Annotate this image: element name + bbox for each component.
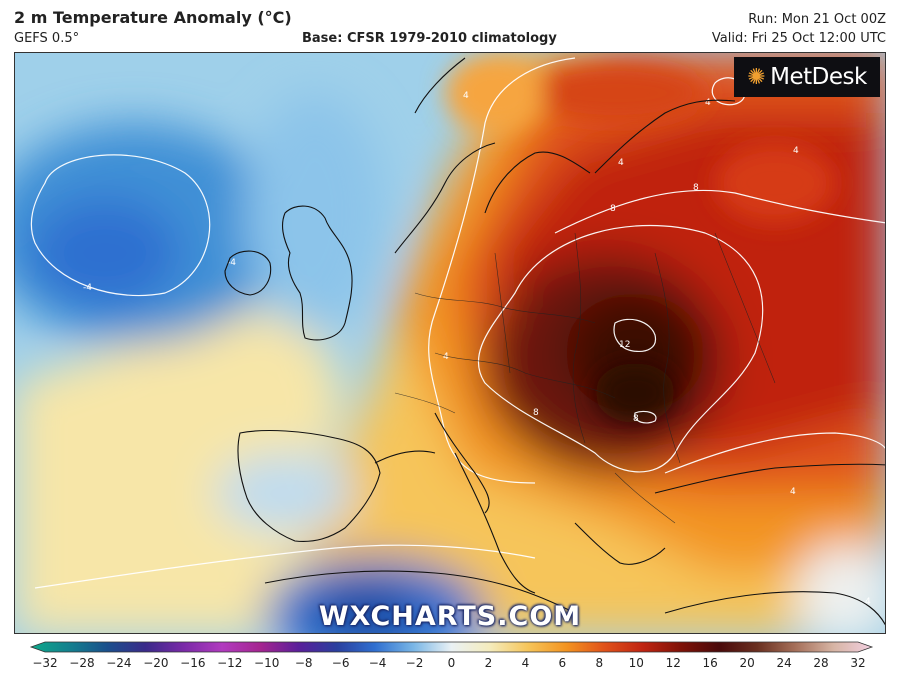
- colorbar-tick-label: −6: [331, 656, 350, 670]
- colorbar-tick-label: −32: [32, 656, 58, 670]
- contour-label: 8: [533, 408, 539, 418]
- contour-label: 4: [618, 158, 624, 168]
- colorbar-bar: [29, 641, 874, 653]
- colorbar-tick-label: −10: [254, 656, 280, 670]
- watermark: WXCHARTS.COM: [318, 601, 582, 632]
- anomaly-map: -4 -4 4 4 4 4 8 8 12 8 8 4 4 4: [14, 52, 886, 634]
- colorbar-tick-label: 6: [558, 656, 567, 670]
- contour-label: 8: [693, 183, 699, 193]
- contour-label: 12: [619, 340, 630, 350]
- anomaly-detail: [445, 53, 835, 423]
- colorbar-tick-label: 0: [447, 656, 456, 670]
- colorbar-tick-label: 8: [595, 656, 604, 670]
- base-climatology-label: Base: CFSR 1979-2010 climatology: [302, 31, 557, 46]
- contour-lines: [30, 57, 885, 589]
- logo-star-icon: ✺: [747, 64, 766, 90]
- colorbar-ramp: [29, 641, 874, 653]
- metdesk-logo: ✺ MetDesk: [734, 57, 880, 97]
- colorbar-tick-label: −28: [69, 656, 95, 670]
- logo-text: MetDesk: [770, 64, 867, 90]
- colorbar-tick-label: 12: [665, 656, 681, 670]
- anomaly-field: [15, 53, 885, 633]
- contour-label: 8: [633, 414, 639, 424]
- valid-time-label: Valid: Fri 25 Oct 12:00 UTC: [711, 31, 886, 46]
- contour-label: 4: [443, 352, 449, 362]
- colorbar-labels: −32 −28 −24 −20 −16 −12 −10 −8 −6 −4 −2 0 2 4 6 8 10 12 16…: [0, 656, 900, 674]
- colorbar-tick-label: −12: [217, 656, 243, 670]
- contour-label: 4: [790, 487, 796, 497]
- model-label: GEFS 0.5°: [14, 31, 80, 46]
- colorbar-tick-label: 10: [628, 656, 644, 670]
- contour-label: 4: [793, 146, 799, 156]
- colorbar-tick-label: 20: [739, 656, 755, 670]
- colorbar: −32 −28 −24 −20 −16 −12 −10 −8 −6 −4 −2 0 2 4 6 8 10 12 16…: [0, 638, 900, 689]
- contour-label: 4: [865, 597, 871, 607]
- map-canvas: -4 -4 4 4 4 4 8 8 12 8 8 4 4 4: [15, 53, 885, 633]
- contour-label: -4: [227, 258, 236, 268]
- colorbar-tick-label: −4: [368, 656, 387, 670]
- colorbar-tick-label: −8: [294, 656, 313, 670]
- contour-label-group: -4 -4 4 4 4 4 8 8 12 8 8 4 4 4: [83, 91, 871, 607]
- colorbar-tick-label: 28: [813, 656, 829, 670]
- colorbar-tick-label: 32: [850, 656, 866, 670]
- contour-label: 4: [705, 98, 711, 108]
- colorbar-tick-label: 2: [484, 656, 493, 670]
- colorbar-tick-label: 16: [702, 656, 718, 670]
- colorbar-tick-label: −20: [143, 656, 169, 670]
- colorbar-tick-label: −2: [405, 656, 424, 670]
- colorbar-tick-label: −24: [106, 656, 132, 670]
- colorbar-tick-label: −16: [180, 656, 206, 670]
- contour-label: 8: [610, 204, 616, 214]
- run-time-label: Run: Mon 21 Oct 00Z: [748, 12, 886, 27]
- colorbar-tick-label: 4: [521, 656, 530, 670]
- coastlines: [224, 57, 885, 626]
- colorbar-tick-label: 24: [776, 656, 792, 670]
- contour-label: -4: [83, 283, 92, 293]
- contour-label: 4: [463, 91, 469, 101]
- chart-title: 2 m Temperature Anomaly (°C): [14, 8, 292, 27]
- borders: [394, 232, 776, 524]
